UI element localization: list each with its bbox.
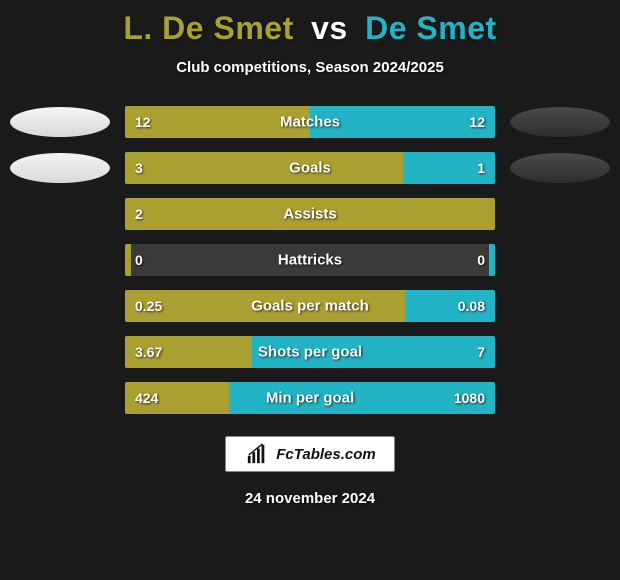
bar-track: 12 12 Matches (125, 106, 495, 138)
bar-track: 3 1 Goals (125, 152, 495, 184)
team-badge-right (510, 153, 610, 183)
vs-text: vs (311, 10, 348, 46)
metric-label: Min per goal (266, 390, 354, 407)
metric-label: Shots per goal (258, 344, 362, 361)
bar-left (125, 152, 403, 184)
value-left: 3 (135, 160, 143, 176)
page-title: L. De Smet vs De Smet (123, 10, 496, 47)
bar-track: 424 1080 Min per goal (125, 382, 495, 414)
value-right: 7 (477, 344, 485, 360)
value-right: 0 (477, 252, 485, 268)
chart-icon (244, 443, 270, 465)
value-right: 1080 (454, 390, 485, 406)
bar-right (489, 244, 495, 276)
metric-label: Goals (289, 160, 331, 177)
brand-badge: FcTables.com (225, 436, 394, 472)
bar-track: 0.25 0.08 Goals per match (125, 290, 495, 322)
brand-text: FcTables.com (276, 446, 375, 463)
metric-label: Assists (283, 206, 336, 223)
metric-label: Goals per match (251, 298, 369, 315)
value-left: 0 (135, 252, 143, 268)
player2-name: De Smet (365, 10, 497, 46)
value-left: 0.25 (135, 298, 162, 314)
team-badge-right (510, 107, 610, 137)
team-badge-left (10, 153, 110, 183)
value-left: 3.67 (135, 344, 162, 360)
value-right: 1 (477, 160, 485, 176)
stat-row: 0 0 Hattricks (0, 244, 620, 276)
team-badge-left (10, 107, 110, 137)
player1-name: L. De Smet (123, 10, 293, 46)
stat-row: 0.25 0.08 Goals per match (0, 290, 620, 322)
stat-row: 424 1080 Min per goal (0, 382, 620, 414)
value-left: 2 (135, 206, 143, 222)
stat-row: 3 1 Goals (0, 152, 620, 184)
bar-track: 3.67 7 Shots per goal (125, 336, 495, 368)
subtitle: Club competitions, Season 2024/2025 (176, 59, 444, 76)
stat-row: 2 Assists (0, 198, 620, 230)
bar-track: 2 Assists (125, 198, 495, 230)
stats-chart: 12 12 Matches 3 1 Goals 2 Assists 0 0 Hattricks 0.2… (0, 106, 620, 414)
value-right: 12 (469, 114, 485, 130)
bar-left (125, 244, 131, 276)
value-right: 0.08 (458, 298, 485, 314)
comparison-infographic: L. De Smet vs De Smet Club competitions,… (0, 0, 620, 580)
footer-date: 24 november 2024 (245, 490, 375, 507)
metric-label: Matches (280, 114, 340, 131)
value-left: 12 (135, 114, 151, 130)
value-left: 424 (135, 390, 158, 406)
stat-row: 3.67 7 Shots per goal (0, 336, 620, 368)
stat-row: 12 12 Matches (0, 106, 620, 138)
metric-label: Hattricks (278, 252, 342, 269)
bar-track: 0 0 Hattricks (125, 244, 495, 276)
